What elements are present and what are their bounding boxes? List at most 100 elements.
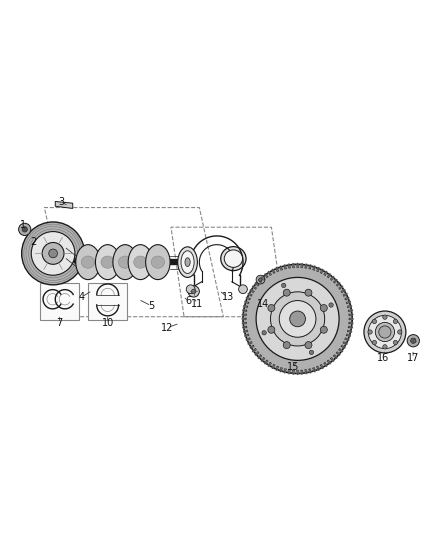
Ellipse shape bbox=[185, 258, 190, 266]
Polygon shape bbox=[276, 268, 279, 272]
Polygon shape bbox=[246, 338, 250, 341]
Circle shape bbox=[364, 311, 406, 353]
Polygon shape bbox=[280, 368, 283, 372]
Text: 5: 5 bbox=[148, 301, 155, 311]
Text: 13: 13 bbox=[222, 292, 234, 302]
Polygon shape bbox=[336, 352, 340, 355]
Polygon shape bbox=[55, 201, 73, 208]
FancyBboxPatch shape bbox=[40, 283, 79, 320]
Polygon shape bbox=[297, 263, 298, 268]
Text: 12: 12 bbox=[161, 322, 174, 333]
Circle shape bbox=[368, 316, 402, 349]
Polygon shape bbox=[250, 290, 254, 293]
Polygon shape bbox=[289, 370, 290, 374]
Circle shape bbox=[305, 342, 312, 349]
Polygon shape bbox=[301, 264, 302, 268]
Text: 16: 16 bbox=[377, 353, 389, 363]
Polygon shape bbox=[345, 338, 349, 341]
Circle shape bbox=[368, 330, 372, 334]
Polygon shape bbox=[293, 264, 294, 268]
Ellipse shape bbox=[101, 256, 114, 268]
Polygon shape bbox=[317, 366, 319, 370]
Polygon shape bbox=[276, 366, 279, 370]
Polygon shape bbox=[349, 318, 353, 320]
Text: 2: 2 bbox=[30, 238, 36, 247]
Polygon shape bbox=[313, 368, 315, 372]
Polygon shape bbox=[327, 360, 330, 364]
Ellipse shape bbox=[95, 245, 120, 280]
Ellipse shape bbox=[118, 256, 132, 268]
Circle shape bbox=[22, 227, 27, 232]
Polygon shape bbox=[333, 279, 337, 283]
Circle shape bbox=[407, 335, 420, 347]
Polygon shape bbox=[255, 282, 259, 286]
Polygon shape bbox=[313, 266, 315, 270]
Circle shape bbox=[49, 249, 57, 258]
Polygon shape bbox=[305, 264, 307, 268]
Circle shape bbox=[31, 231, 75, 275]
Ellipse shape bbox=[81, 256, 95, 268]
Polygon shape bbox=[284, 369, 286, 373]
Polygon shape bbox=[246, 297, 250, 300]
Circle shape bbox=[383, 345, 387, 349]
Polygon shape bbox=[330, 277, 334, 280]
Circle shape bbox=[309, 350, 314, 354]
Text: 6: 6 bbox=[185, 296, 191, 306]
Text: 17: 17 bbox=[407, 353, 420, 363]
Ellipse shape bbox=[128, 245, 152, 280]
Polygon shape bbox=[343, 294, 347, 296]
Polygon shape bbox=[348, 326, 353, 328]
Circle shape bbox=[393, 340, 398, 345]
Polygon shape bbox=[245, 334, 249, 336]
Circle shape bbox=[320, 304, 327, 311]
Text: 7: 7 bbox=[57, 318, 63, 328]
Ellipse shape bbox=[221, 247, 246, 271]
Text: 10: 10 bbox=[102, 318, 114, 328]
Polygon shape bbox=[343, 342, 347, 344]
Circle shape bbox=[375, 322, 395, 342]
Ellipse shape bbox=[76, 245, 100, 280]
Circle shape bbox=[283, 289, 290, 296]
Circle shape bbox=[305, 289, 312, 296]
Circle shape bbox=[398, 330, 402, 334]
Polygon shape bbox=[347, 306, 352, 308]
Polygon shape bbox=[261, 358, 265, 361]
Polygon shape bbox=[309, 265, 311, 269]
Circle shape bbox=[268, 304, 275, 311]
Circle shape bbox=[243, 264, 352, 374]
Circle shape bbox=[271, 292, 325, 346]
Circle shape bbox=[283, 342, 290, 349]
Text: 4: 4 bbox=[78, 292, 85, 302]
Polygon shape bbox=[245, 302, 249, 304]
Polygon shape bbox=[327, 274, 330, 278]
Polygon shape bbox=[336, 282, 340, 286]
Polygon shape bbox=[253, 286, 256, 289]
Circle shape bbox=[256, 277, 339, 360]
Text: 1: 1 bbox=[19, 220, 25, 230]
Polygon shape bbox=[272, 269, 275, 273]
Polygon shape bbox=[341, 345, 345, 348]
Polygon shape bbox=[333, 355, 337, 358]
Circle shape bbox=[186, 285, 195, 294]
Polygon shape bbox=[244, 306, 247, 308]
Circle shape bbox=[372, 340, 377, 345]
Polygon shape bbox=[242, 314, 246, 316]
Text: 11: 11 bbox=[191, 298, 203, 309]
Polygon shape bbox=[297, 370, 298, 374]
Polygon shape bbox=[280, 266, 283, 270]
Ellipse shape bbox=[134, 256, 147, 268]
Ellipse shape bbox=[224, 250, 243, 268]
Circle shape bbox=[268, 326, 275, 333]
Circle shape bbox=[239, 285, 247, 294]
Circle shape bbox=[262, 330, 266, 335]
Circle shape bbox=[256, 275, 265, 284]
Text: 15: 15 bbox=[287, 362, 300, 372]
Text: 14: 14 bbox=[257, 298, 269, 309]
Circle shape bbox=[383, 315, 387, 319]
Circle shape bbox=[18, 223, 31, 236]
Polygon shape bbox=[320, 365, 323, 368]
Polygon shape bbox=[265, 274, 268, 278]
Ellipse shape bbox=[146, 245, 170, 280]
Polygon shape bbox=[339, 349, 343, 352]
Polygon shape bbox=[347, 330, 352, 332]
